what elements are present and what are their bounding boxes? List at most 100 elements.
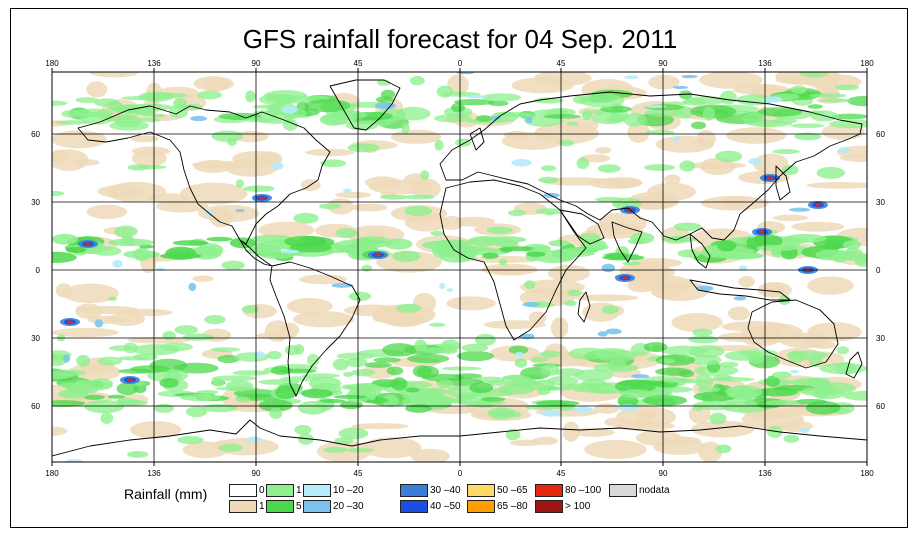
rain-patch — [806, 377, 830, 387]
lat-tick-left: 30 — [31, 334, 40, 343]
rain-patch — [235, 208, 245, 213]
rain-patch — [790, 123, 825, 129]
legend-label: 10 –20 — [333, 485, 364, 496]
rain-patch — [218, 443, 243, 452]
lon-tick-top: 180 — [860, 59, 874, 68]
rain-patch — [206, 236, 233, 242]
rain-patch — [483, 320, 546, 330]
rain-patch — [204, 315, 226, 325]
rain-patch — [173, 362, 219, 374]
rain-patch — [661, 378, 709, 384]
rain-patch — [605, 116, 624, 123]
rain-patch — [301, 388, 333, 399]
rain-patch — [759, 230, 765, 234]
rain-patch — [429, 322, 446, 327]
rain-patch — [469, 382, 494, 394]
rain-patch — [514, 358, 528, 368]
rain-patch — [824, 240, 843, 250]
rain-patch — [688, 335, 719, 344]
lon-tick-top: 136 — [758, 59, 772, 68]
rain-patch — [766, 425, 783, 438]
rain-patch — [138, 91, 174, 102]
rain-patch — [61, 110, 83, 118]
rain-patch — [717, 240, 737, 252]
rain-patch — [374, 102, 397, 110]
rain-patch — [197, 90, 222, 100]
rain-patch — [132, 150, 167, 167]
map-ticks: 180 180 136 136 90 90 45 45 0 0 45 45 90 90 136 136 180 1… — [31, 59, 885, 478]
rain-patch — [462, 400, 507, 405]
rain-patch — [456, 72, 475, 75]
rain-patch — [392, 250, 421, 262]
rain-patch — [554, 368, 585, 377]
rainfall-field — [52, 72, 867, 462]
rain-patch — [453, 373, 482, 379]
rain-patch — [807, 104, 823, 109]
rain-patch — [528, 311, 547, 325]
rain-patch — [180, 182, 248, 205]
rain-patch — [554, 250, 595, 257]
rain-patch — [622, 261, 641, 266]
rain-patch — [174, 325, 199, 335]
rain-patch — [182, 333, 215, 341]
rain-patch — [526, 251, 546, 257]
legend-swatch — [303, 500, 331, 513]
rain-patch — [816, 77, 839, 97]
rain-patch — [790, 85, 807, 94]
rain-patch — [446, 288, 454, 292]
rain-patch — [764, 399, 800, 407]
rain-patch — [790, 369, 800, 374]
rain-patch — [52, 100, 68, 106]
rain-patch — [113, 114, 142, 128]
rain-patch — [339, 111, 367, 119]
rain-patch — [540, 409, 561, 417]
rain-patch — [281, 105, 298, 114]
rain-patch — [267, 350, 282, 360]
indonesia-coast — [689, 279, 791, 301]
rain-patch — [486, 226, 513, 234]
rain-patch — [86, 81, 108, 98]
rain-patch — [407, 354, 450, 364]
lon-tick-bottom: 90 — [252, 469, 261, 478]
rain-patch — [258, 379, 300, 385]
rain-patch — [809, 93, 847, 98]
rain-patch — [361, 264, 373, 272]
rain-patch — [781, 165, 799, 175]
rain-patch — [560, 383, 609, 389]
rain-patch — [112, 259, 123, 268]
rain-patch — [578, 233, 601, 244]
rain-patch — [351, 368, 376, 377]
rain-patch — [815, 249, 853, 261]
rain-patch — [97, 356, 123, 366]
rain-patch — [783, 434, 800, 443]
rain-patch — [748, 158, 762, 165]
rain-patch — [306, 353, 320, 367]
rain-patch — [834, 361, 857, 375]
rain-patch — [757, 107, 803, 117]
rain-patch — [409, 75, 425, 86]
rain-patch — [338, 427, 369, 440]
rain-patch — [605, 328, 622, 335]
rain-patch — [843, 240, 862, 250]
rain-patch — [702, 106, 716, 121]
rain-patch — [55, 283, 72, 298]
rain-patch — [89, 72, 139, 78]
rain-patch — [136, 117, 161, 123]
rain-patch — [672, 136, 680, 143]
rain-patch — [572, 95, 589, 104]
rain-patch — [336, 352, 375, 360]
rain-patch — [58, 389, 89, 399]
rain-patch — [617, 404, 640, 412]
legend-label: 0 — [259, 485, 265, 496]
rain-patch — [692, 400, 739, 411]
legend-swatch — [609, 484, 637, 497]
rain-patch — [505, 428, 521, 441]
rain-patch — [254, 351, 265, 359]
rain-patch — [466, 95, 486, 99]
rain-patch — [258, 399, 293, 412]
rain-patch — [85, 242, 91, 246]
rain-patch — [508, 345, 529, 355]
rain-patch — [116, 382, 139, 396]
rain-patch — [624, 75, 639, 79]
lon-tick-top: 90 — [659, 59, 668, 68]
